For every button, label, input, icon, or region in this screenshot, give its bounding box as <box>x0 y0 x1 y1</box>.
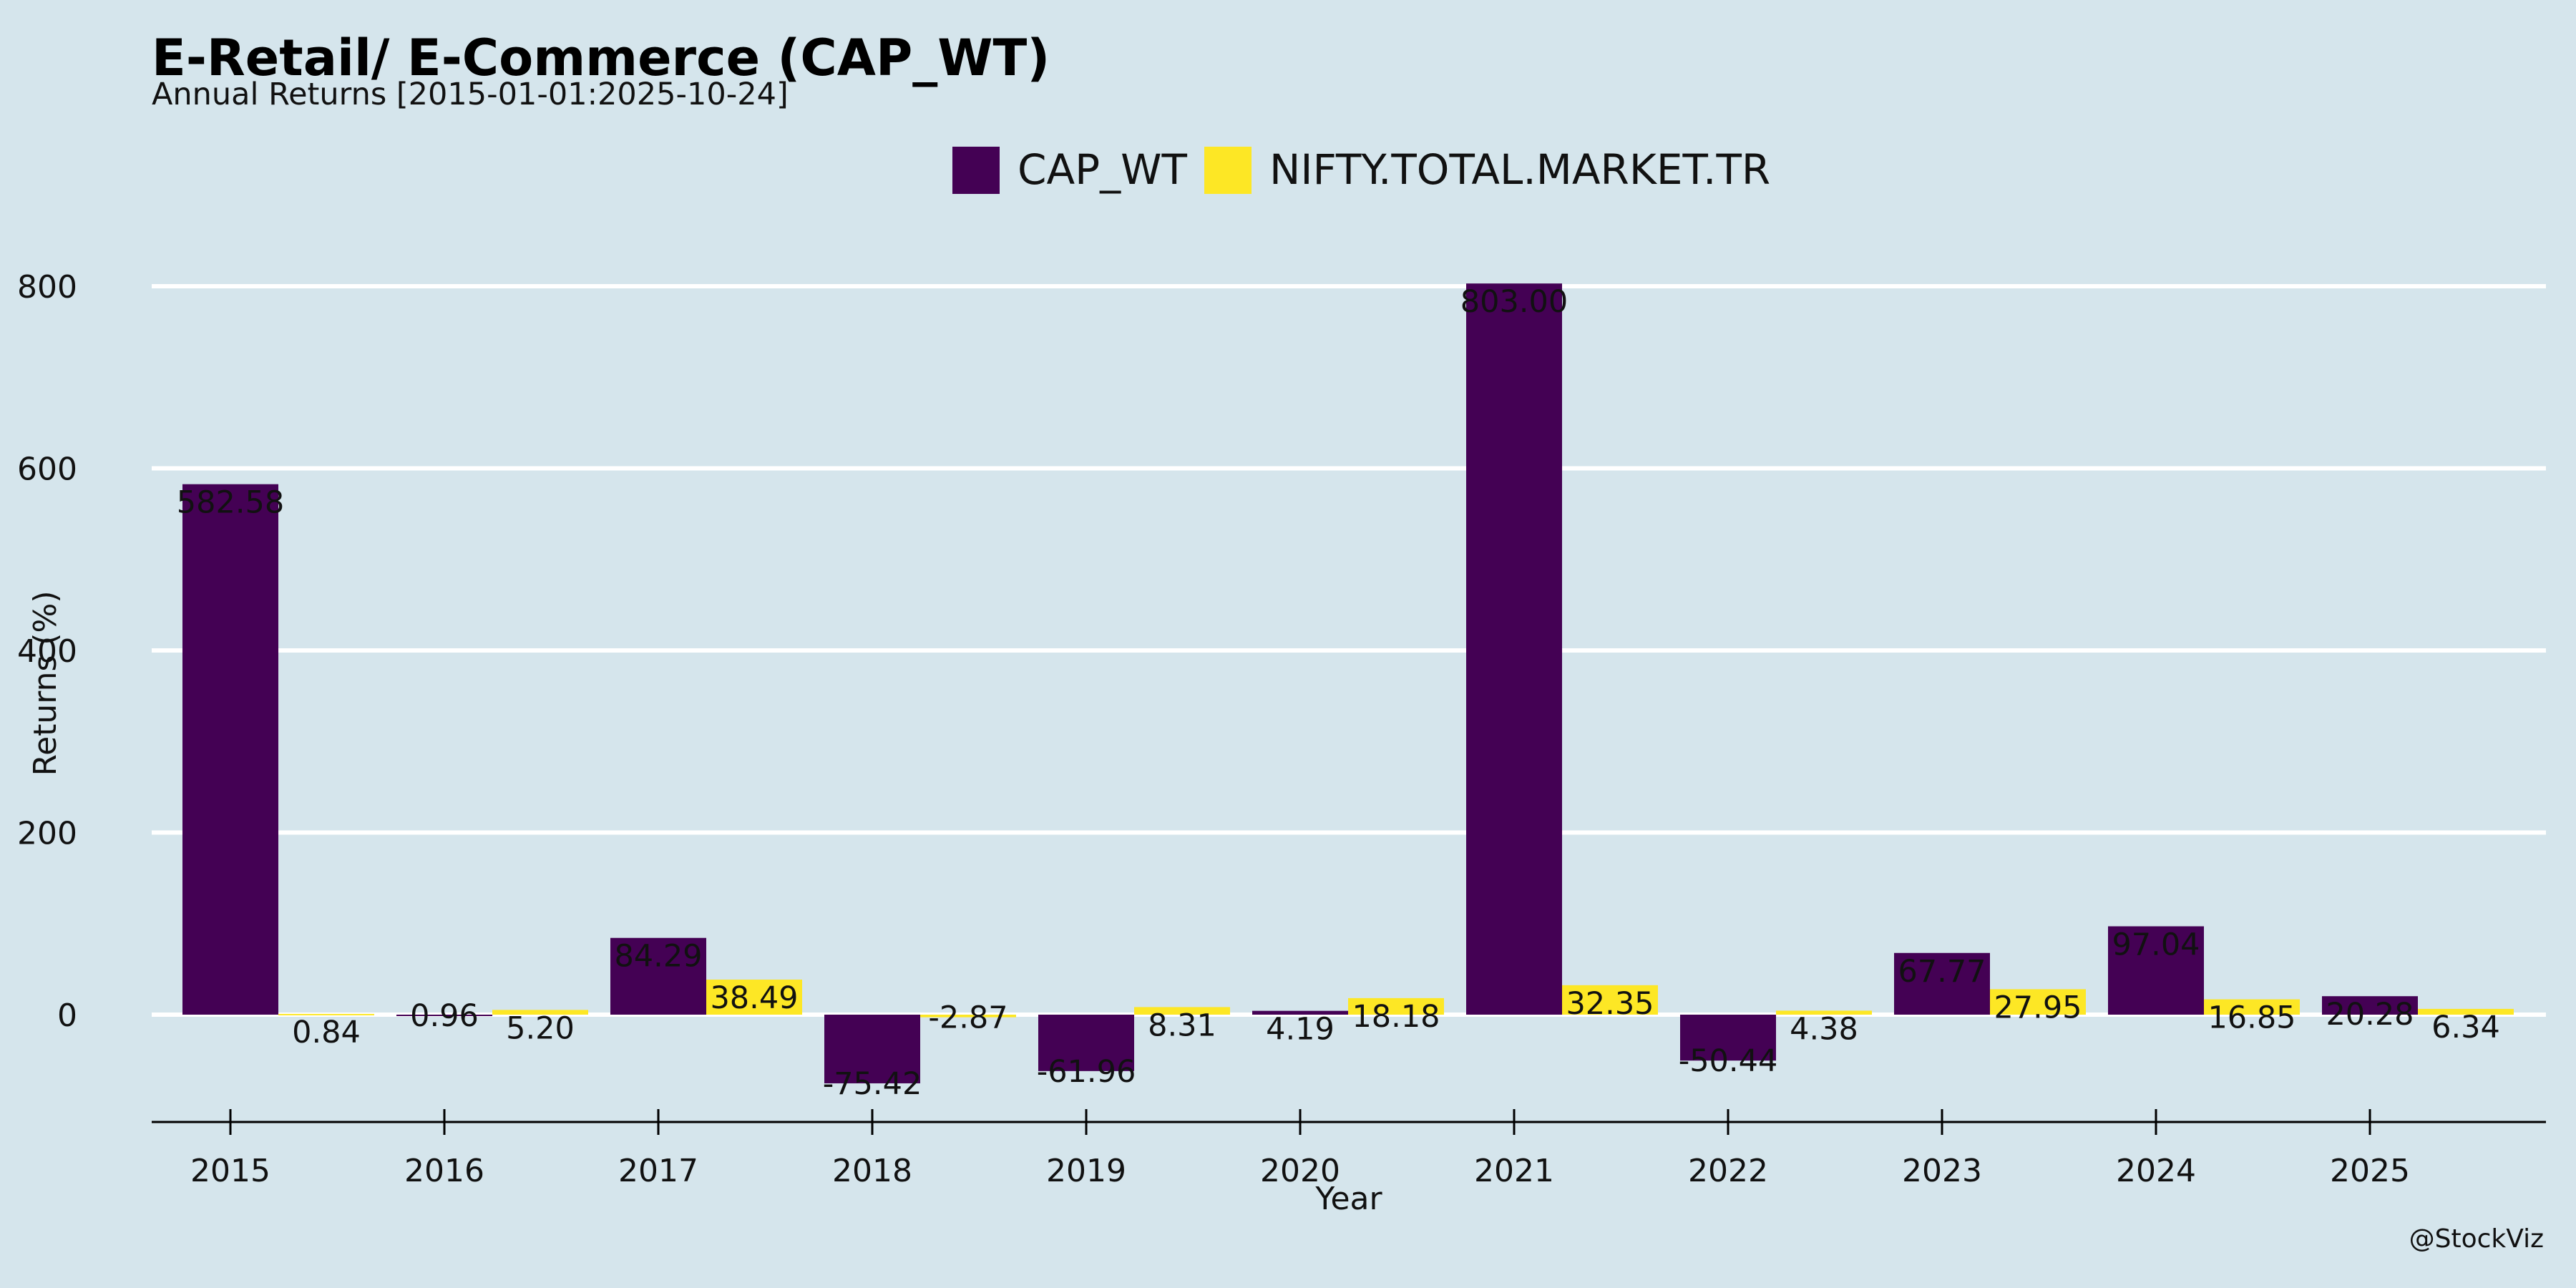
x-tick-label-2017: 2017 <box>618 1153 698 1189</box>
legend-label-cap-wt: CAP_WT <box>1018 145 1187 194</box>
x-tick-label-2022: 2022 <box>1688 1153 1768 1189</box>
legend: CAP_WT NIFTY.TOTAL.MARKET.TR <box>952 145 1770 194</box>
bars <box>182 283 2514 1083</box>
bar-cap-wt-2019 <box>1038 1015 1134 1071</box>
x-axis-title: Year <box>1314 1181 1382 1217</box>
chart-title: E-Retail/ E-Commerce (CAP_WT) <box>152 29 1050 87</box>
x-tick-label-2018: 2018 <box>832 1153 912 1189</box>
x-tick-label-2015: 2015 <box>190 1153 270 1189</box>
data-label-cap-wt-2020: 4.19 <box>1266 1012 1335 1048</box>
y-axis-title: Returns (%) <box>27 590 64 776</box>
x-tick-label-2019: 2019 <box>1046 1153 1126 1189</box>
bar-nifty-2019 <box>1134 1007 1230 1015</box>
x-tick-label-2025: 2025 <box>2330 1153 2410 1189</box>
x-tick-label-2020: 2020 <box>1260 1153 1340 1189</box>
x-tick-label-2023: 2023 <box>1902 1153 1982 1189</box>
credit-text: @StockViz <box>2409 1224 2544 1254</box>
data-label-cap-wt-2021: 803.00 <box>1460 284 1568 320</box>
bar-nifty-2025 <box>2418 1008 2514 1015</box>
data-label-nifty-2018: -2.87 <box>928 1000 1008 1036</box>
bar-nifty-2015 <box>278 1013 374 1015</box>
x-axis: 2015 2016 2017 2018 2019 2020 2021 2022 2023 2024… <box>152 1109 2546 1189</box>
x-tick-label-2024: 2024 <box>2116 1153 2196 1189</box>
bar-nifty-2020 <box>1348 997 1444 1015</box>
chart-subtitle: Annual Returns [2015-01-01:2025-10-24] <box>152 77 789 112</box>
legend-swatch-nifty <box>1204 147 1252 194</box>
y-axis-ticks: 0 200 400 600 800 <box>17 269 77 1034</box>
data-label-cap-wt-2023: 67.77 <box>1898 954 1986 990</box>
bar-cap-wt-2017 <box>610 937 706 1015</box>
bar-cap-wt-2022 <box>1680 1015 1776 1061</box>
x-tick-label-2021: 2021 <box>1474 1153 1554 1189</box>
bar-cap-wt-2025 <box>2322 996 2418 1015</box>
x-tick-label-2016: 2016 <box>404 1153 484 1189</box>
data-label-cap-wt-2024: 97.04 <box>2112 927 2200 963</box>
data-label-cap-wt-2015: 582.58 <box>177 485 284 521</box>
legend-swatch-cap-wt <box>952 147 1000 194</box>
y-tick-label: 800 <box>17 269 77 306</box>
data-label-cap-wt-2022: -50.44 <box>1679 1043 1778 1079</box>
bar-nifty-2018 <box>920 1015 1016 1018</box>
data-label-nifty-2015: 0.84 <box>292 1015 361 1050</box>
data-label-nifty-2021: 32.35 <box>1566 986 1654 1022</box>
y-tick-label: 200 <box>17 816 77 852</box>
bar-cap-wt-2016 <box>396 1015 492 1016</box>
bar-nifty-2021 <box>1562 985 1658 1015</box>
bar-nifty-2017 <box>706 980 802 1015</box>
data-label-nifty-2020: 18.18 <box>1352 999 1440 1035</box>
bar-nifty-2016 <box>492 1010 588 1015</box>
bar-cap-wt-2020 <box>1252 1010 1348 1015</box>
bar-cap-wt-2024 <box>2108 926 2204 1015</box>
y-tick-label: 0 <box>57 997 77 1034</box>
bar-cap-wt-2018 <box>824 1015 920 1083</box>
grid <box>152 284 2546 1017</box>
data-label-cap-wt-2019: -61.96 <box>1037 1054 1136 1090</box>
data-label-cap-wt-2018: -75.42 <box>823 1066 922 1102</box>
bar-nifty-2024 <box>2204 999 2300 1015</box>
data-label-nifty-2023: 27.95 <box>1994 990 2082 1025</box>
y-tick-label: 400 <box>17 633 77 670</box>
bar-nifty-2023 <box>1990 989 2086 1015</box>
data-labels: 582.580.84 0.96 5.2084.2938.49-75.42-2.87-… <box>177 284 2500 1102</box>
bar-cap-wt-2015 <box>182 484 278 1015</box>
y-tick-label: 600 <box>17 452 77 488</box>
data-label-cap-wt-2017: 84.29 <box>614 939 702 975</box>
data-label-nifty-2016: 5.20 <box>506 1010 575 1046</box>
data-label-nifty-2022: 4.38 <box>1790 1011 1858 1047</box>
bar-cap-wt-2021 <box>1466 283 1562 1015</box>
legend-label-nifty: NIFTY.TOTAL.MARKET.TR <box>1269 145 1770 194</box>
data-label-cap-wt-2025: 20.28 <box>2326 997 2414 1033</box>
data-label-nifty-2019: 8.31 <box>1148 1008 1216 1043</box>
bar-cap-wt-2023 <box>1894 952 1990 1015</box>
bar-nifty-2022 <box>1776 1010 1872 1015</box>
data-label-cap-wt-2016: 0.96 <box>410 998 479 1034</box>
data-label-nifty-2017: 38.49 <box>710 980 798 1016</box>
data-label-nifty-2024: 16.85 <box>2207 1000 2296 1036</box>
data-label-nifty-2025: 6.34 <box>2431 1010 2500 1045</box>
